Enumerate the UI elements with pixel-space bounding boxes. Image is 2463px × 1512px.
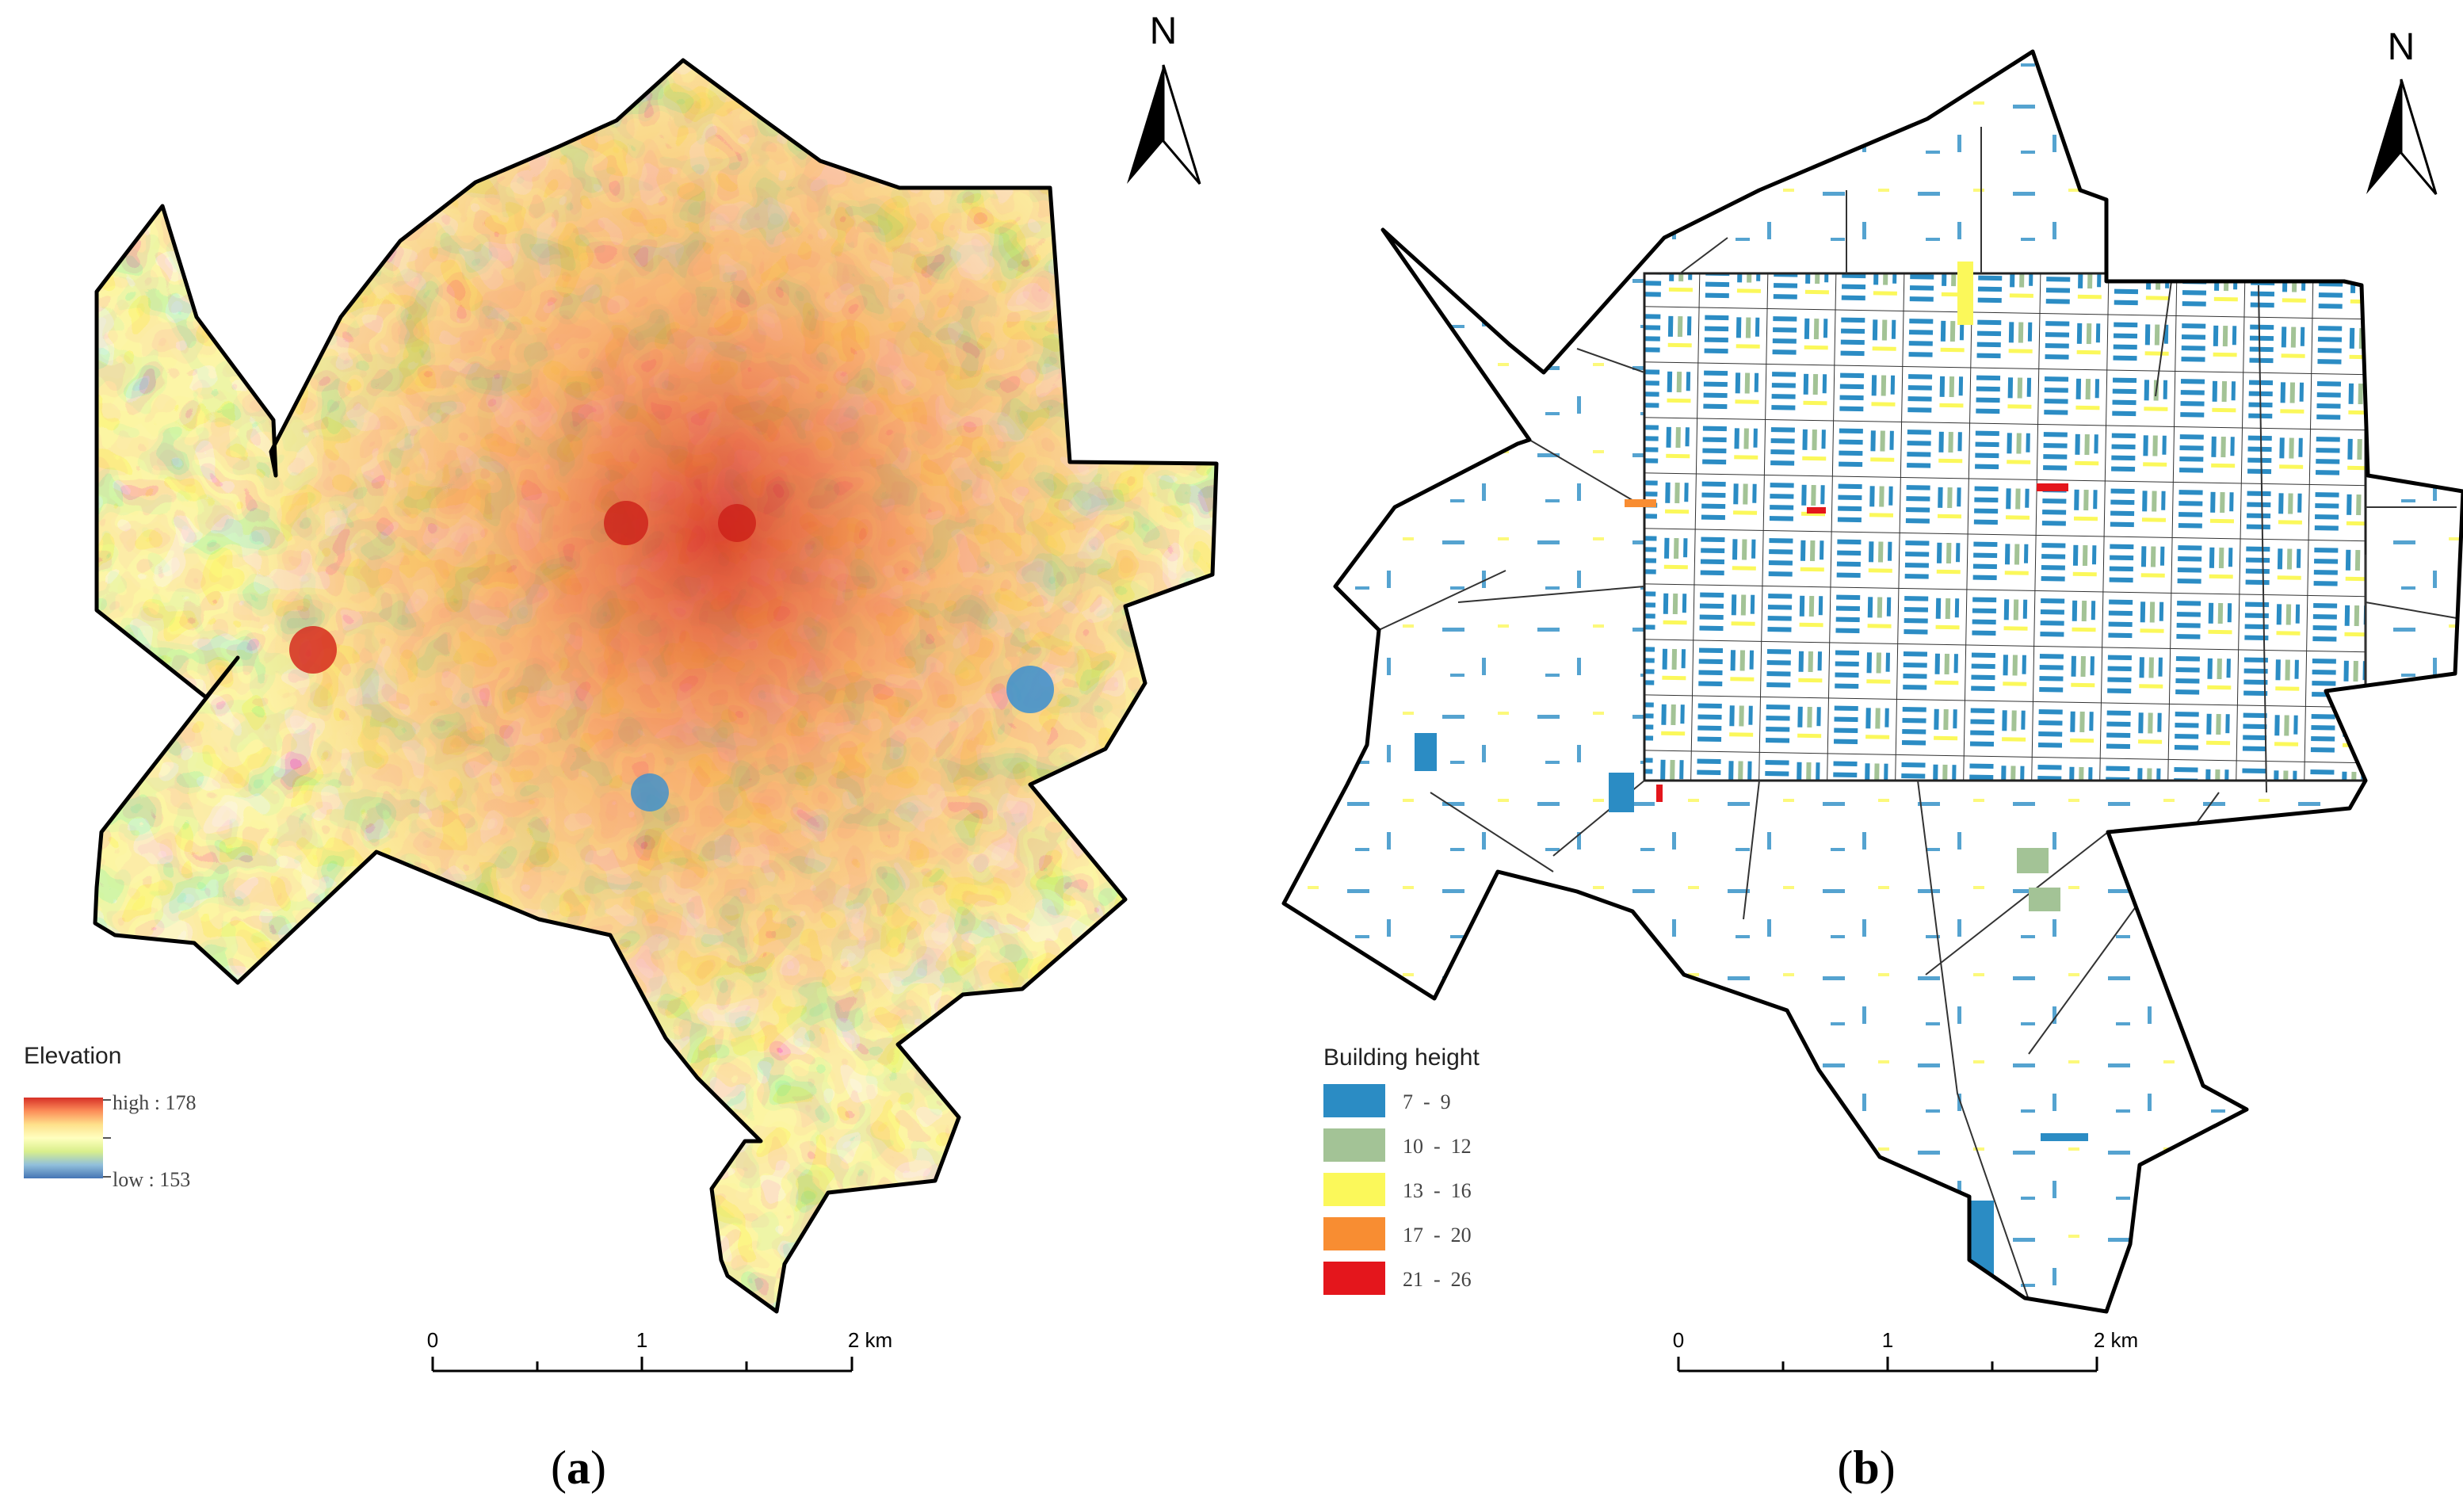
legend-low-label: low : 153 — [113, 1168, 190, 1191]
scale-bar-a: 0 1 2 km — [427, 1328, 892, 1373]
legend-class-label-0: 7 - 9 — [1403, 1090, 1451, 1113]
caption-b: (b) — [1837, 1441, 1895, 1494]
scale-tick-b-2: 2 km — [2094, 1328, 2138, 1352]
panel-a-map — [79, 48, 1236, 1331]
legend-title-b: Building height — [1323, 1044, 1480, 1071]
legend-swatch-1 — [1323, 1128, 1385, 1162]
legend-swatch-2 — [1323, 1173, 1385, 1206]
elevation-color-ramp — [24, 1098, 103, 1178]
legend-high-label: high : 178 — [113, 1091, 196, 1114]
legend-elevation: Elevation high : 178 low : 153 — [24, 1043, 196, 1191]
north-arrow-b: N — [2366, 26, 2438, 195]
scale-tick-a-2: 2 km — [848, 1328, 892, 1352]
legend-class-label-4: 21 - 26 — [1403, 1268, 1472, 1291]
legend-swatch-0 — [1323, 1084, 1385, 1117]
caption-a: (a) — [551, 1441, 606, 1494]
panel-b-map — [1284, 48, 2463, 1331]
scale-bar-b: 0 1 2 km — [1673, 1328, 2138, 1373]
scale-tick-a-0: 0 — [427, 1328, 438, 1352]
scale-tick-a-1: 1 — [636, 1328, 647, 1352]
north-label-a: N — [1150, 10, 1178, 52]
legend-building-height: Building height 7 - 9 10 - 12 13 - 16 17 - … — [1323, 1044, 1480, 1295]
elevation-raster — [95, 60, 1216, 1312]
north-arrow-icon — [1127, 65, 1163, 184]
north-label-b: N — [2388, 26, 2415, 68]
legend-class-label-3: 17 - 20 — [1403, 1224, 1472, 1247]
north-arrow-a: N — [1127, 10, 1201, 185]
legend-title-a: Elevation — [24, 1043, 121, 1069]
scale-tick-b-0: 0 — [1673, 1328, 1684, 1352]
north-arrow-icon — [2366, 79, 2401, 194]
scale-tick-b-1: 1 — [1882, 1328, 1893, 1352]
legend-class-label-1: 10 - 12 — [1403, 1135, 1472, 1158]
legend-swatch-4 — [1323, 1262, 1385, 1295]
legend-class-label-2: 13 - 16 — [1403, 1179, 1472, 1202]
legend-swatch-3 — [1323, 1217, 1385, 1250]
building-footprints — [1284, 52, 2463, 1312]
